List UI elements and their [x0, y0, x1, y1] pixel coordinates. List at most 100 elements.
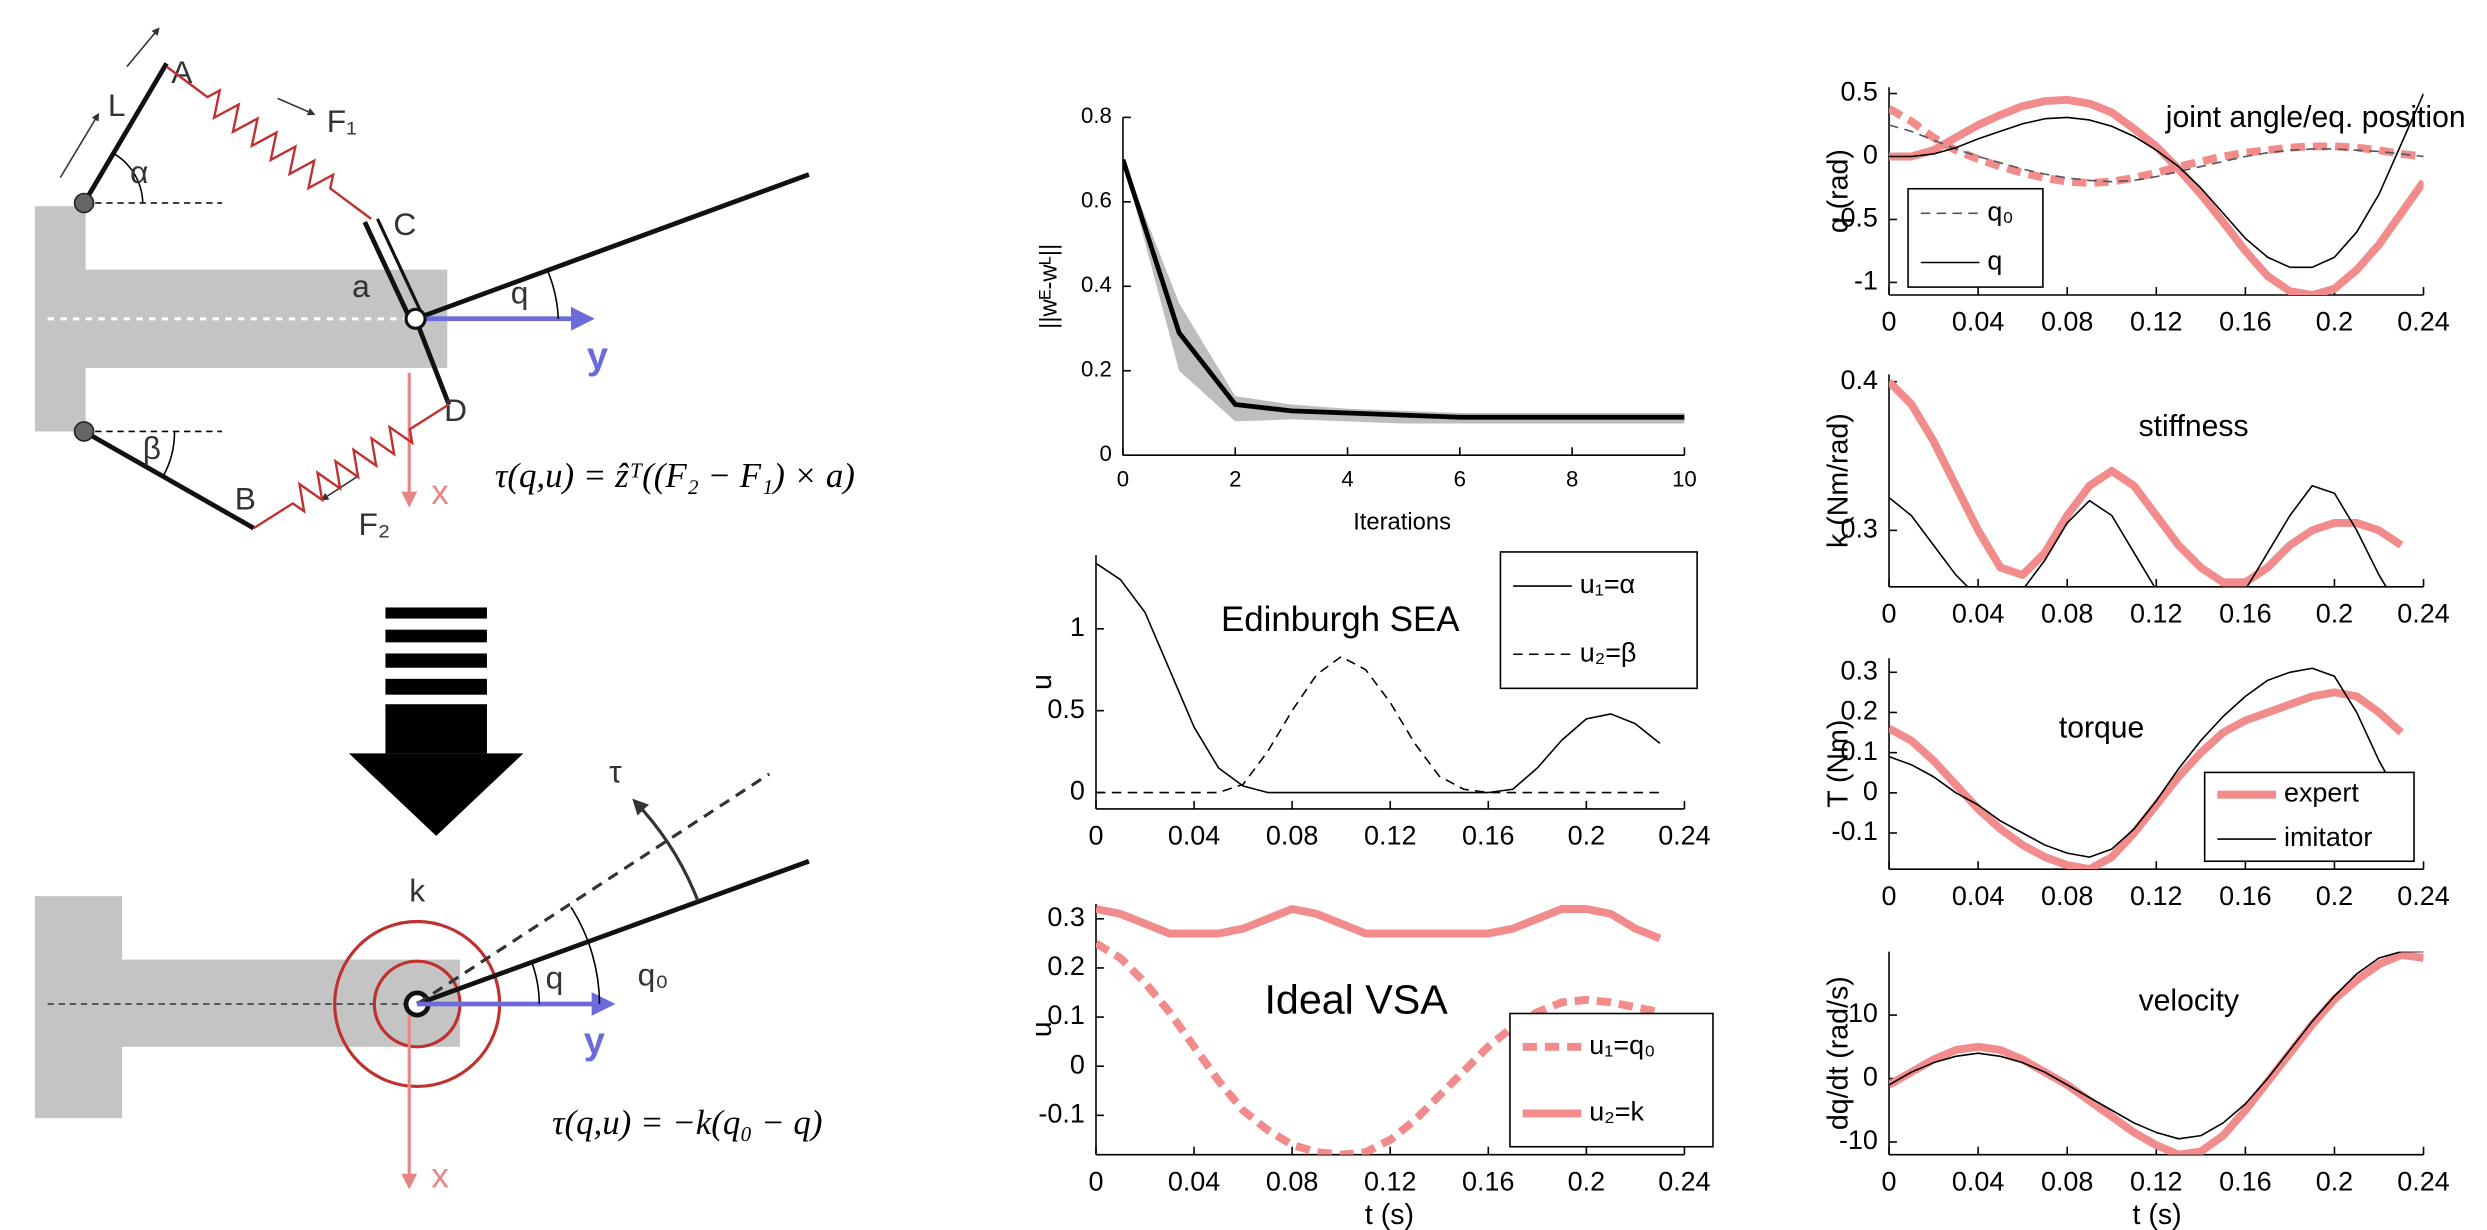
x-tick-label: 0.04 [1952, 1166, 2004, 1196]
x-tick-label: 0.08 [1266, 821, 1318, 851]
y-tick-label: 0.3 [1047, 902, 1084, 932]
label: x [431, 473, 449, 512]
torque-arc [632, 798, 700, 902]
legend-box [1907, 187, 2044, 288]
x-tick-label: 0.08 [2041, 599, 2093, 629]
arrow-head [348, 753, 524, 836]
y-tick-label: -1 [1854, 266, 1878, 296]
x-tick-label: 0 [1882, 307, 1897, 337]
y-tick-label: 0 [1070, 1049, 1085, 1079]
x-tick-label: 0.04 [1952, 599, 2004, 629]
pivot [73, 421, 95, 442]
x-tick-label: 0.16 [1462, 1166, 1514, 1196]
x-tick-label: 0.08 [2041, 307, 2093, 337]
formula: τ(q,u) = −k(q₀ − q) [552, 1103, 823, 1142]
series-line [1889, 95, 2424, 296]
x-tick-label: 0.12 [2130, 881, 2182, 911]
x-tick-label: 0 [1088, 1166, 1103, 1196]
label: τ [609, 753, 622, 789]
arrow-bar [385, 704, 487, 754]
legend-box [2203, 771, 2415, 863]
force-arrow [277, 97, 316, 116]
x-tick-label: 0.24 [1658, 1166, 1710, 1196]
arrow-bar [385, 629, 487, 643]
label: L [108, 87, 126, 123]
label: a [352, 268, 370, 304]
y-tick-label: 0 [1863, 140, 1878, 170]
y-tick-label: 10 [1848, 998, 1878, 1028]
edinburgh-sea-diagram: L A α F₁ C a q y D x β B F₂ τ(q,u) = ẑᵀ(… [34, 27, 855, 542]
legend-label: u₂=β [1580, 637, 1637, 667]
y-axis-label: k (Nm/rad) [1822, 413, 1854, 548]
arrow-bar [385, 653, 487, 668]
label: F₁ [327, 103, 357, 139]
y-tick-label: 0.5 [1840, 77, 1877, 107]
series-line [1889, 105, 2424, 187]
legend-label: u₁=q₀ [1589, 1030, 1655, 1060]
y-tick-label: 0.4 [1081, 272, 1112, 297]
x-tick-label: 0.04 [1952, 881, 2004, 911]
dimension-arrow [126, 27, 160, 68]
output-link [416, 859, 810, 1007]
y-tick-label: 0.2 [1047, 951, 1084, 981]
base [34, 896, 123, 1119]
y-tick-label: 0.3 [1840, 513, 1877, 543]
formula: τ(q,u) = ẑᵀ((F₂ − F₁) × a) [495, 456, 855, 495]
lever [362, 221, 412, 319]
angle-arc [570, 906, 601, 1004]
legend-box [1499, 551, 1698, 690]
x-tick-label: 0.04 [1168, 821, 1220, 851]
legend-label: imitator [2284, 822, 2372, 852]
y-axis-label: u [1026, 1021, 1058, 1037]
label: α [130, 154, 148, 190]
x-tick-label: 0.24 [2397, 881, 2449, 911]
x-tick-label: 0.12 [2130, 307, 2182, 337]
legend-label: u₁=α [1580, 569, 1635, 599]
joint [404, 307, 427, 330]
label: q₀ [638, 956, 669, 992]
x-tick-label: 0.08 [2041, 1166, 2093, 1196]
chart-title: Ideal VSA [1264, 976, 1448, 1022]
arrow-bar [385, 607, 487, 619]
pivot [73, 192, 95, 214]
x-tick-label: 0.2 [1568, 1166, 1605, 1196]
y-axis-label: dq/dt (rad/s) [1822, 976, 1854, 1130]
series-line [1095, 562, 1661, 794]
spring [253, 403, 450, 530]
series-line [1889, 951, 2424, 1155]
x-tick-label: 6 [1454, 466, 1466, 491]
y-tick-label: 0.4 [1840, 365, 1877, 395]
output-link [414, 172, 810, 322]
chart: -1 -0.5 0 0.5 0 0.04 0.08 0.12 0.16 0.2 0.24 joint … [1822, 77, 2465, 337]
chart-title: torque [2059, 712, 2144, 745]
series-line [1889, 93, 2424, 269]
chart: 0.3 0.4 0 0.04 0.08 0.12 0.16 0.2 0.24 stiffness k… [1822, 365, 2449, 629]
chart-title: velocity [2139, 984, 2239, 1017]
y-axis-label: q (rad) [1822, 149, 1854, 233]
label: q [511, 274, 529, 310]
y-tick-label: 0 [1863, 776, 1878, 806]
x-tick-label: 0.24 [2397, 599, 2449, 629]
y-tick-label: -10 [1839, 1125, 1878, 1155]
chart: -0.1 0 0.1 0.2 0.3 0 0.04 0.08 0.12 0.16 0.2 0.24 to… [1822, 655, 2449, 910]
y-tick-label: 0 [1100, 441, 1112, 466]
y-tick-label: 1 [1070, 612, 1085, 642]
angle-arc [113, 153, 144, 204]
y-tick-label: -0.1 [1038, 1098, 1084, 1128]
x-tick-label: 0.12 [2130, 599, 2182, 629]
spring [165, 65, 372, 220]
legend-label: u₂=k [1589, 1097, 1644, 1127]
x-tick-label: 0.12 [2130, 1166, 2182, 1196]
x-tick-label: 0 [1882, 1166, 1897, 1196]
y-axis-label: T (Nm) [1822, 720, 1854, 808]
label: y [587, 335, 608, 377]
chart: -0.1 0 0.1 0.2 0.3 0 0.04 0.08 0.12 0.16 0.2 0.24 Id… [1026, 902, 1714, 1230]
series-line [1889, 378, 2404, 587]
x-tick-label: 0.16 [2219, 599, 2271, 629]
label: y [584, 1021, 605, 1063]
x-tick-label: 2 [1229, 466, 1241, 491]
x-tick-label: 0.04 [1952, 307, 2004, 337]
